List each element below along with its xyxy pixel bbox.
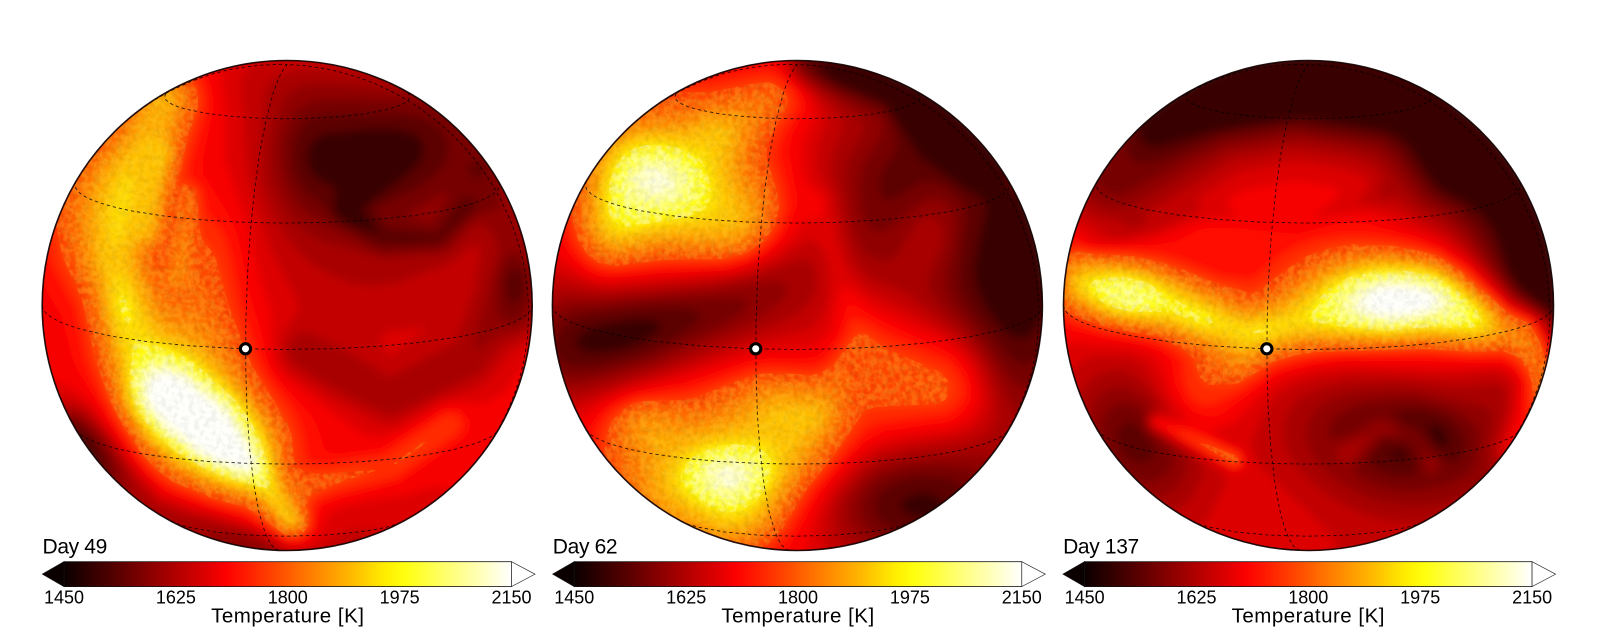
svg-text:Temperature [K]: Temperature [K]: [721, 605, 874, 628]
svg-text:1975: 1975: [890, 588, 930, 608]
svg-text:Day 62: Day 62: [553, 536, 617, 559]
svg-text:Temperature [K]: Temperature [K]: [1232, 605, 1385, 628]
svg-text:1450: 1450: [44, 588, 84, 608]
svg-text:1625: 1625: [666, 588, 706, 608]
svg-text:2150: 2150: [1002, 588, 1042, 608]
svg-text:2150: 2150: [1512, 588, 1552, 608]
svg-text:Temperature [K]: Temperature [K]: [211, 605, 364, 628]
svg-text:1975: 1975: [380, 588, 420, 608]
svg-text:1450: 1450: [554, 588, 594, 608]
svg-text:1800: 1800: [778, 588, 818, 608]
svg-text:2150: 2150: [491, 588, 531, 608]
svg-text:1625: 1625: [156, 588, 196, 608]
svg-text:1800: 1800: [1288, 588, 1328, 608]
svg-text:Day 49: Day 49: [43, 536, 107, 559]
svg-text:1625: 1625: [1176, 588, 1216, 608]
svg-text:1800: 1800: [268, 588, 308, 608]
svg-text:1450: 1450: [1065, 588, 1105, 608]
svg-text:Day 137: Day 137: [1063, 536, 1139, 559]
svg-text:1975: 1975: [1400, 588, 1440, 608]
